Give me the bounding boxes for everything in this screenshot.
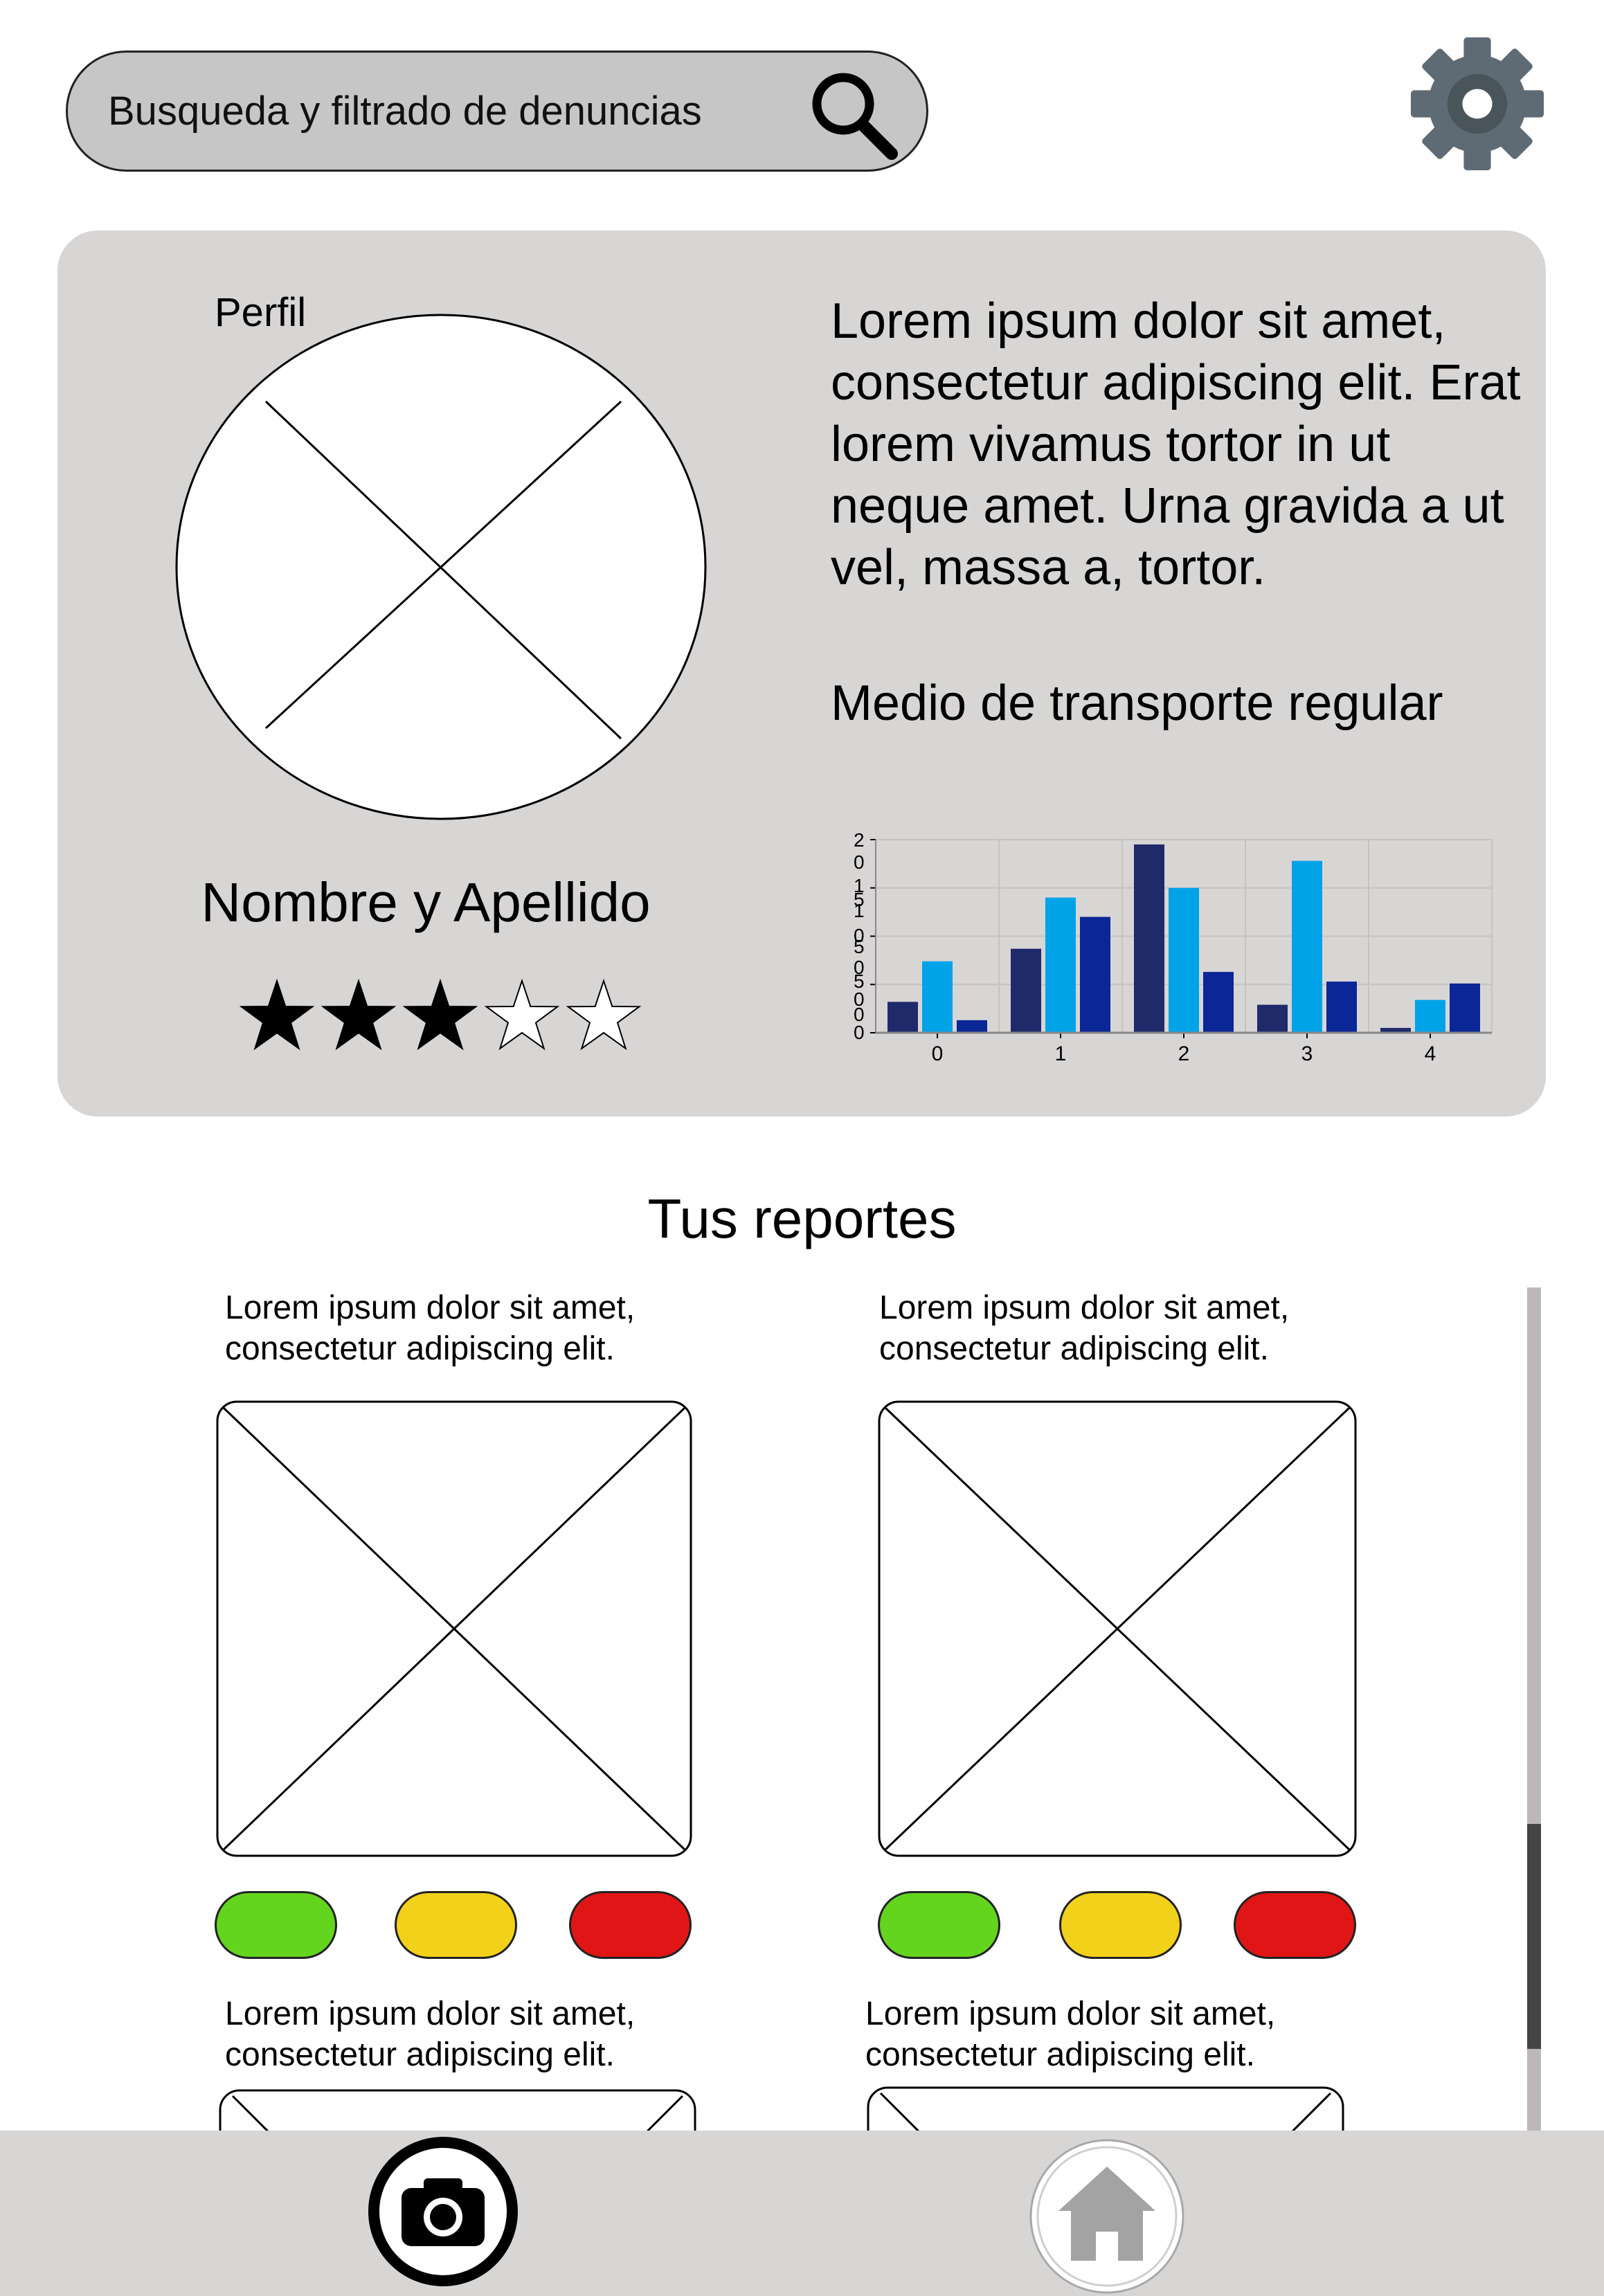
chart-ytick-label: 1 — [854, 875, 865, 896]
chart-bar — [887, 1002, 918, 1033]
report-text: Lorem ipsum dolor sit amet, consectetur … — [865, 1994, 1275, 2075]
chart-bar — [922, 961, 953, 1033]
chart-bar — [1380, 1028, 1411, 1033]
report-image[interactable] — [216, 1400, 692, 1857]
chart-bar — [1292, 860, 1322, 1033]
scrollbar-thumb[interactable] — [1527, 1824, 1541, 2049]
report-text-line: consectetur adipiscing elit. — [865, 2036, 1255, 2073]
chart-ytick-label: 0 — [854, 1022, 865, 1043]
chart-bar — [1257, 1004, 1288, 1033]
profile-label: Perfil — [215, 290, 307, 335]
chart-bar — [1045, 897, 1076, 1033]
profile-name: Nombre y Apellido — [201, 871, 651, 933]
bottom-nav-bar — [0, 2131, 1604, 2296]
chart-ytick-label: 0 — [854, 957, 865, 978]
home-icon[interactable] — [1028, 2137, 1186, 2295]
status-red-button[interactable] — [1234, 1891, 1356, 1959]
search-bar[interactable]: Busqueda y filtrado de denuncias — [66, 51, 928, 172]
chart-xtick-label: 3 — [1301, 1042, 1313, 1065]
chart-bar — [1080, 916, 1110, 1033]
chart-ytick-label: 0 — [854, 1004, 865, 1025]
chart-bar — [1169, 887, 1199, 1033]
reports-title: Tus reportes — [647, 1188, 957, 1249]
report-text-line: Lorem ipsum dolor sit amet, — [225, 1290, 636, 1326]
status-yellow-button[interactable] — [395, 1891, 517, 1959]
chart-ytick-label: 5 — [854, 936, 865, 957]
chart-bar — [957, 1020, 987, 1033]
report-text-line: Lorem ipsum dolor sit amet, — [865, 1996, 1276, 2032]
status-green-button[interactable] — [215, 1891, 337, 1959]
chart-xtick-label: 1 — [1055, 1042, 1067, 1065]
chart-ytick-label: 2 — [854, 829, 865, 851]
report-text-line: Lorem ipsum dolor sit amet, — [225, 1996, 636, 2032]
chart-bar — [1415, 1000, 1445, 1033]
camera-icon[interactable] — [367, 2135, 519, 2288]
chart-ytick-label: 0 — [854, 851, 865, 873]
report-text: Lorem ipsum dolor sit amet, consectetur … — [225, 1287, 635, 1369]
profile-description: Lorem ipsum dolor sit amet, consectetur … — [831, 293, 1521, 595]
chart-xtick-label: 0 — [932, 1042, 944, 1065]
status-red-button[interactable] — [569, 1891, 692, 1959]
report-text: Lorem ipsum dolor sit amet, consectetur … — [879, 1287, 1289, 1369]
star-empty-icon — [566, 978, 642, 1051]
chart-ytick-label: 5 — [854, 970, 865, 992]
star-filled-icon — [239, 978, 315, 1051]
status-green-button[interactable] — [878, 1891, 1000, 1959]
chart-ytick-label: 5 — [854, 889, 865, 910]
report-text-line: consectetur adipiscing elit. — [225, 1330, 615, 1367]
chart-ytick-label: 0 — [854, 925, 865, 946]
chart-bar — [1450, 983, 1480, 1033]
report-text-line: Lorem ipsum dolor sit amet, — [879, 1290, 1290, 1326]
avatar[interactable] — [174, 313, 708, 822]
chart-bar — [1134, 844, 1164, 1033]
chart-ytick-label: 1 — [854, 900, 865, 921]
status-yellow-button[interactable] — [1059, 1891, 1182, 1959]
transport-label: Medio de transporte regular — [831, 676, 1443, 731]
report-text-line: consectetur adipiscing elit. — [879, 1330, 1269, 1367]
chart-xtick-label: 2 — [1178, 1042, 1190, 1065]
report-text-line: consectetur adipiscing elit. — [225, 2036, 615, 2073]
chart-xtick-label: 4 — [1425, 1042, 1436, 1065]
rating-stars — [239, 978, 642, 1051]
chart-bar — [1326, 982, 1357, 1033]
gear-icon[interactable] — [1409, 36, 1545, 172]
search-input[interactable]: Busqueda y filtrado de denuncias — [108, 89, 702, 134]
star-filled-icon — [321, 978, 397, 1051]
chart-bar — [1011, 948, 1041, 1033]
star-empty-icon — [484, 978, 560, 1051]
report-text: Lorem ipsum dolor sit amet, consectetur … — [225, 1994, 635, 2075]
chart-bar — [1203, 972, 1234, 1033]
chart-ytick-label: 0 — [854, 988, 865, 1010]
star-filled-icon — [402, 978, 478, 1051]
search-icon[interactable] — [803, 65, 900, 162]
report-image[interactable] — [878, 1400, 1357, 1857]
